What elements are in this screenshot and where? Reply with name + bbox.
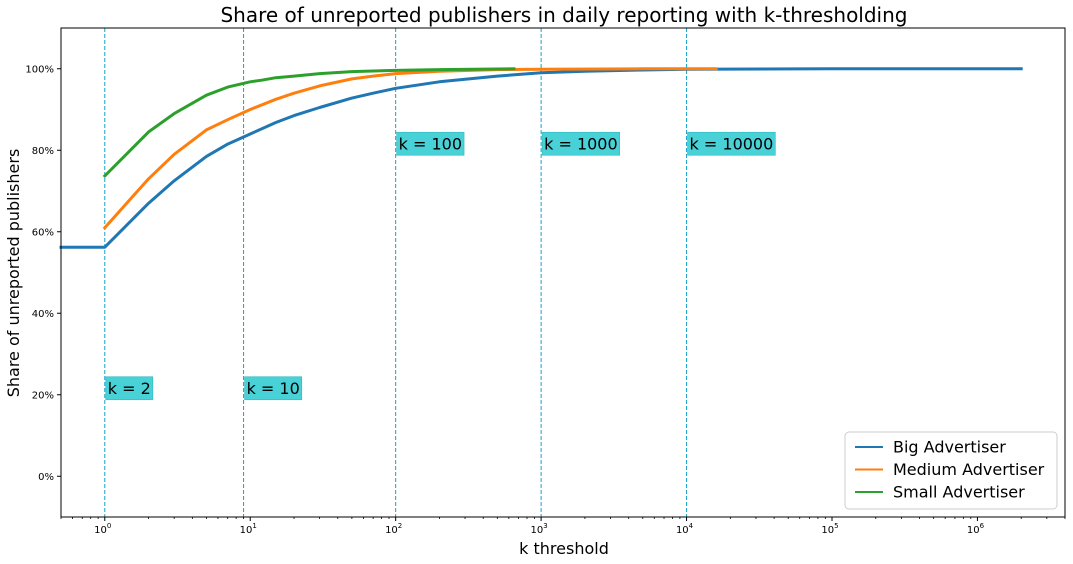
- x-tick-label: 106: [967, 522, 985, 536]
- threshold-annotation-box: [687, 131, 776, 156]
- x-tick-label: 100: [94, 522, 111, 536]
- threshold-annotation: k = 2: [105, 376, 154, 401]
- x-tick-label: 101: [240, 522, 257, 536]
- x-tick-base: 10: [240, 525, 253, 536]
- legend: Big Advertiser Medium Advertiser Small Adv…: [844, 431, 1058, 510]
- x-tick-label: 103: [531, 522, 548, 536]
- x-tick-base: 10: [94, 525, 107, 536]
- threshold-annotation-box: [396, 131, 465, 156]
- threshold-annotation-box: [105, 376, 154, 401]
- x-tick-base: 10: [531, 525, 544, 536]
- threshold-annotation-label: k = 10: [247, 379, 300, 398]
- axes-frame: [60, 27, 1066, 518]
- legend-label: Big Advertiser: [893, 438, 1006, 457]
- legend-label: Medium Advertiser: [893, 460, 1045, 479]
- x-tick-exponent: 5: [834, 522, 838, 530]
- x-tick-exponent: 6: [980, 522, 985, 530]
- x-tick-exponent: 4: [689, 522, 694, 530]
- threshold-annotation-box: [244, 376, 303, 401]
- threshold-annotation: k = 1000: [541, 131, 620, 156]
- plot-area: k = 2 k = 10 k = 100 k = 1000 k = 10000 0% 20%…: [25, 27, 1066, 536]
- x-tick-base: 10: [821, 525, 834, 536]
- x-tick-label: 104: [676, 522, 694, 536]
- x-tick-label: 102: [385, 522, 402, 536]
- y-tick-label: 80%: [32, 146, 54, 157]
- x-tick-exponent: 3: [543, 522, 547, 530]
- threshold-annotation: k = 10000: [687, 131, 776, 156]
- threshold-annotation-label: k = 1000: [544, 134, 618, 153]
- legend-label: Small Advertiser: [893, 483, 1025, 502]
- y-tick-label: 40%: [32, 309, 54, 320]
- threshold-annotation-box: [541, 131, 620, 156]
- y-tick-label: 20%: [32, 390, 54, 401]
- y-tick-label: 0%: [38, 472, 54, 483]
- legend-box: [844, 431, 1058, 510]
- series-line-3: [102, 67, 516, 179]
- threshold-annotation-label: k = 2: [108, 379, 151, 398]
- threshold-annotation: k = 10: [244, 376, 303, 401]
- x-tick-exponent: 2: [398, 522, 402, 530]
- y-tick-label: 100%: [25, 64, 54, 75]
- y-tick-label: 60%: [32, 227, 54, 238]
- x-tick-exponent: 1: [252, 522, 256, 530]
- threshold-annotation-label: k = 100: [399, 134, 462, 153]
- chart-title: Share of unreported publishers in daily …: [220, 3, 907, 27]
- x-tick-base: 10: [676, 525, 689, 536]
- x-axis-label: k threshold: [519, 539, 609, 558]
- x-tick-base: 10: [967, 525, 980, 536]
- threshold-annotation-label: k = 10000: [690, 134, 774, 153]
- x-tick-label: 105: [821, 522, 838, 536]
- threshold-annotation: k = 100: [396, 131, 465, 156]
- x-tick-base: 10: [385, 525, 398, 536]
- y-axis-label: Share of unreported publishers: [4, 149, 23, 398]
- x-tick-exponent: 0: [107, 522, 111, 530]
